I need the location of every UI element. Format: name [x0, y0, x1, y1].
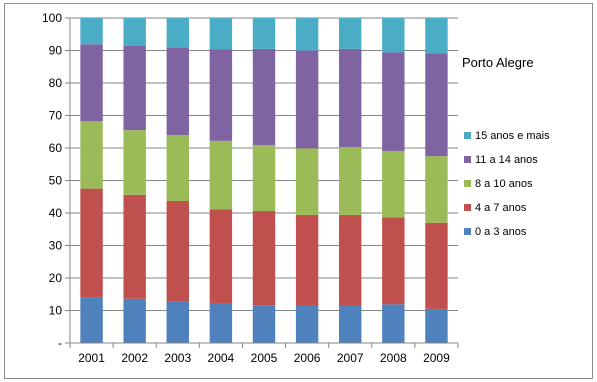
legend-label: 0 a 3 anos [475, 226, 527, 238]
bar-segment [252, 145, 276, 212]
bar-segment [425, 156, 448, 223]
legend-swatch [464, 180, 471, 187]
legend-label: 8 a 10 anos [475, 178, 533, 190]
bar-segment [209, 49, 233, 141]
bar-segment [382, 217, 405, 305]
bar-segment [166, 200, 189, 302]
y-tick-label: 100 [42, 11, 62, 25]
x-tick-label: 2003 [164, 351, 191, 365]
bar-segment [295, 148, 319, 215]
bar-segment [209, 303, 233, 343]
y-tick-label: - [58, 336, 62, 350]
bar-segment [425, 18, 448, 54]
y-tick-label: 80 [49, 76, 63, 90]
bars [80, 18, 448, 343]
bar-segment [123, 298, 146, 343]
legend-label: 15 anos e mais [475, 130, 550, 142]
bar-segment [382, 52, 405, 151]
bar-segment [382, 150, 405, 218]
bar-segment [339, 147, 362, 215]
bar-segment [80, 188, 103, 298]
bar-segment [382, 18, 405, 53]
bar-segment [339, 214, 362, 306]
y-axis-ticks: - 10 20 30 40 50 60 70 80 90 100 [42, 11, 62, 350]
bar-segment [425, 308, 448, 343]
bar-segment [80, 44, 103, 122]
y-tick-label: 40 [49, 206, 63, 220]
legend-label: 11 a 14 anos [475, 154, 538, 166]
y-tick-label: 20 [49, 271, 63, 285]
bar-segment [166, 301, 189, 343]
y-tick-label: 60 [49, 141, 63, 155]
bar-segment [123, 130, 146, 195]
legend-swatch [464, 228, 471, 235]
legend-swatch [464, 156, 471, 163]
x-tick-label: 2002 [121, 351, 148, 365]
y-tick-label: 50 [49, 174, 63, 188]
x-tick-label: 2005 [251, 351, 278, 365]
x-tick-label: 2008 [380, 351, 407, 365]
x-tick-label: 2004 [208, 351, 235, 365]
bar-segment [209, 140, 233, 210]
x-tick-label: 2001 [78, 351, 105, 365]
bar-segment [339, 48, 362, 148]
x-tick-label: 2007 [337, 351, 364, 365]
bar-segment [166, 18, 189, 48]
bar-segment [295, 305, 319, 343]
bar-segment [252, 211, 276, 306]
bar-segment [339, 18, 362, 49]
bar-segment [339, 305, 362, 343]
x-tick-label: 2009 [423, 351, 450, 365]
x-tick-label: 2006 [294, 351, 321, 365]
bar-segment [80, 297, 103, 343]
legend-label: 4 a 7 anos [475, 202, 527, 214]
bar-segment [425, 53, 448, 157]
legend-swatch [464, 132, 471, 139]
bar-segment [425, 222, 448, 309]
bar-segment [252, 305, 276, 343]
bar-segment [166, 135, 189, 201]
y-tick-label: 30 [49, 239, 63, 253]
bar-segment [252, 18, 276, 49]
bar-segment [209, 209, 233, 304]
bar-segment [295, 214, 319, 306]
bar-segment [295, 50, 319, 149]
bar-segment [80, 121, 103, 189]
bar-segment [209, 18, 233, 50]
bar-segment [295, 18, 319, 51]
x-axis-ticks: 2001 2002 2003 2004 2005 2006 2007 2008 2009 [69, 343, 459, 365]
bar-segment [123, 18, 146, 46]
legend: 15 anos e mais 11 a 14 anos 8 a 10 anos 4 a… [464, 130, 550, 238]
y-tick-label: 70 [49, 109, 63, 123]
bar-segment [123, 45, 146, 131]
bar-segment [80, 18, 103, 45]
legend-swatch [464, 204, 471, 211]
bar-segment [252, 48, 276, 146]
y-tick-label: 90 [49, 44, 63, 58]
y-tick-label: 10 [49, 304, 63, 318]
chart-title: Porto Alegre [462, 55, 534, 70]
bar-segment [166, 47, 189, 135]
bar-segment [123, 194, 146, 299]
bar-segment [382, 304, 405, 343]
